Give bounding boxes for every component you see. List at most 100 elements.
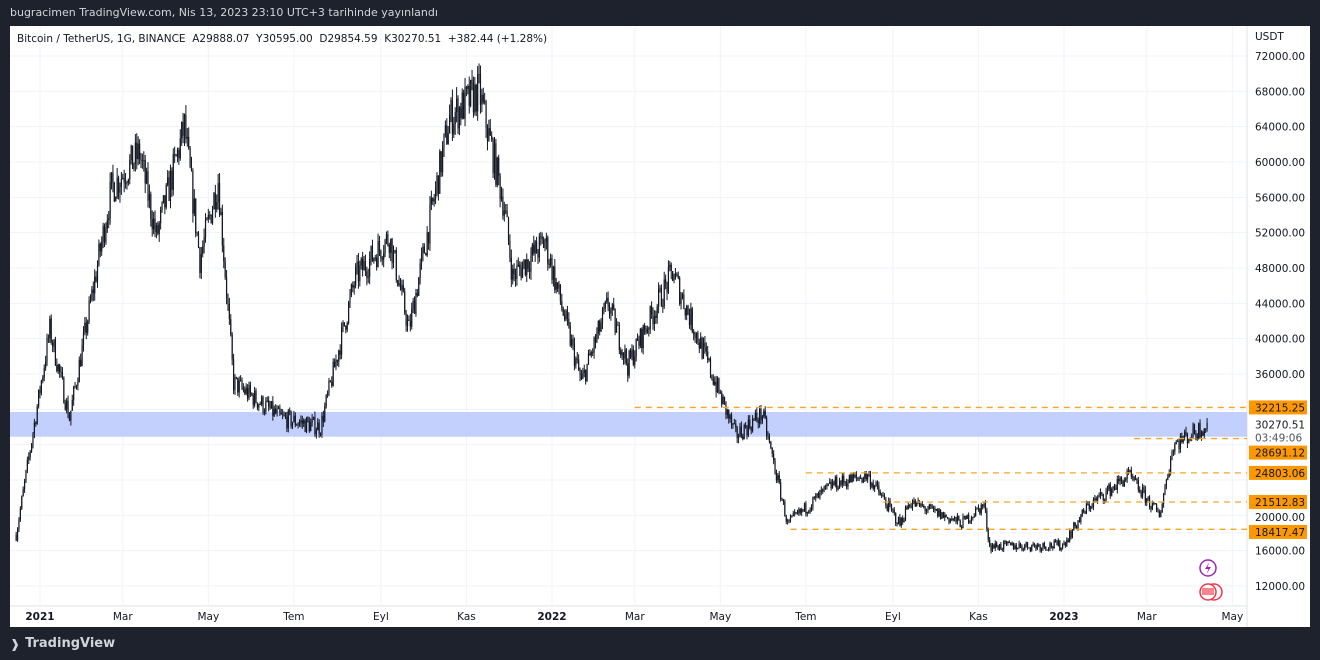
candle-body: [1092, 500, 1095, 508]
candle-body: [622, 352, 625, 359]
candle-body: [629, 350, 632, 358]
candle-body: [451, 100, 454, 135]
candle-body: [496, 157, 498, 185]
candle-body: [857, 477, 859, 479]
candle-body: [722, 396, 724, 405]
candle-body: [404, 291, 406, 314]
price-chart[interactable]: USDT 72000.00 68000.00 64000.00 60000.00 5600…: [10, 26, 1310, 627]
footer: ❱ TradingView: [10, 636, 115, 651]
candle-body: [25, 470, 27, 481]
time-tick-label: May: [1221, 611, 1243, 623]
candle-body: [606, 297, 608, 302]
candle-body: [122, 178, 124, 179]
candle-body: [597, 320, 599, 334]
candle-body: [239, 380, 242, 382]
candle-body: [1054, 540, 1057, 542]
candle-body: [1151, 502, 1153, 510]
candle-body: [206, 218, 208, 220]
candle-body: [921, 504, 923, 506]
tradingview-logo: TradingView: [25, 636, 116, 651]
time-tick-label: Tem: [282, 611, 304, 623]
candle-body: [109, 181, 111, 219]
candle-body: [61, 371, 64, 378]
candle-body: [561, 301, 563, 309]
candle-body: [736, 427, 738, 439]
candle-body: [89, 300, 92, 301]
candle-body: [370, 245, 372, 259]
candle-body: [635, 338, 637, 357]
candle-body: [491, 135, 493, 140]
candle-body: [413, 300, 416, 314]
candle-body: [481, 94, 483, 105]
candle-body: [64, 403, 66, 410]
candle-body: [259, 404, 261, 405]
candle-body: [538, 236, 540, 258]
tradingview-logo-icon: ❱: [10, 636, 21, 651]
candle-body: [362, 258, 364, 271]
candle-body: [223, 245, 225, 262]
candle-body: [164, 195, 166, 208]
candle-body: [197, 233, 200, 248]
candle-body: [813, 497, 815, 498]
candle-body: [565, 310, 567, 320]
candle-body: [112, 172, 114, 184]
candle-body: [129, 160, 131, 180]
candle-body: [54, 339, 57, 366]
candle-body: [1175, 441, 1177, 445]
candle-body: [110, 172, 113, 182]
candle-body: [94, 276, 96, 294]
candle-body: [844, 482, 846, 484]
candle-body: [158, 223, 160, 234]
candle-body: [594, 337, 597, 343]
candle-body: [1004, 541, 1006, 543]
candle-body: [357, 261, 360, 282]
candle-body: [599, 320, 601, 332]
candle-body: [945, 515, 947, 518]
candle-body: [878, 485, 880, 492]
candle-body: [204, 219, 207, 238]
candle-body: [924, 507, 926, 512]
candle-body: [353, 285, 355, 288]
candle-body: [188, 136, 190, 148]
candle-body: [949, 519, 951, 523]
candle-body: [71, 400, 73, 411]
last-price-label: 30270.51: [1255, 420, 1305, 432]
candle-body: [37, 389, 40, 407]
candle-body: [284, 415, 287, 417]
candle-body: [934, 507, 936, 511]
candle-body: [217, 183, 219, 202]
candle-body: [460, 107, 462, 119]
candle-body: [446, 125, 448, 144]
candle-body: [530, 255, 532, 272]
candle-body: [265, 401, 267, 412]
candle-body: [959, 520, 961, 528]
candle-body: [489, 128, 491, 136]
candle-body: [509, 240, 511, 258]
price-tick-label: 60000.00: [1255, 157, 1305, 169]
candle-body: [73, 386, 75, 401]
candle-body: [196, 232, 198, 234]
candle-body: [747, 419, 749, 436]
candle-body: [899, 517, 901, 526]
candle-body: [174, 154, 176, 156]
candle-body: [1036, 544, 1038, 549]
candle-body: [587, 353, 590, 364]
candle-body: [500, 196, 503, 200]
chart-panel[interactable]: USDT 72000.00 68000.00 64000.00 60000.00 5600…: [10, 26, 1310, 627]
candle-body: [1134, 478, 1137, 481]
candle-body: [952, 518, 954, 520]
candle-body: [615, 324, 618, 333]
candle-body: [350, 284, 353, 295]
candle-body: [911, 502, 914, 508]
candle-body: [262, 396, 264, 413]
candle-body: [1043, 543, 1045, 547]
candle-body: [297, 424, 299, 426]
candle-body: [409, 320, 411, 327]
candle-body: [805, 503, 807, 514]
candle-body: [740, 426, 742, 437]
candle-body: [1015, 545, 1017, 550]
candle-body: [371, 245, 374, 262]
candle-body: [739, 426, 741, 437]
candle-body: [220, 211, 222, 216]
candle-body: [617, 324, 619, 326]
